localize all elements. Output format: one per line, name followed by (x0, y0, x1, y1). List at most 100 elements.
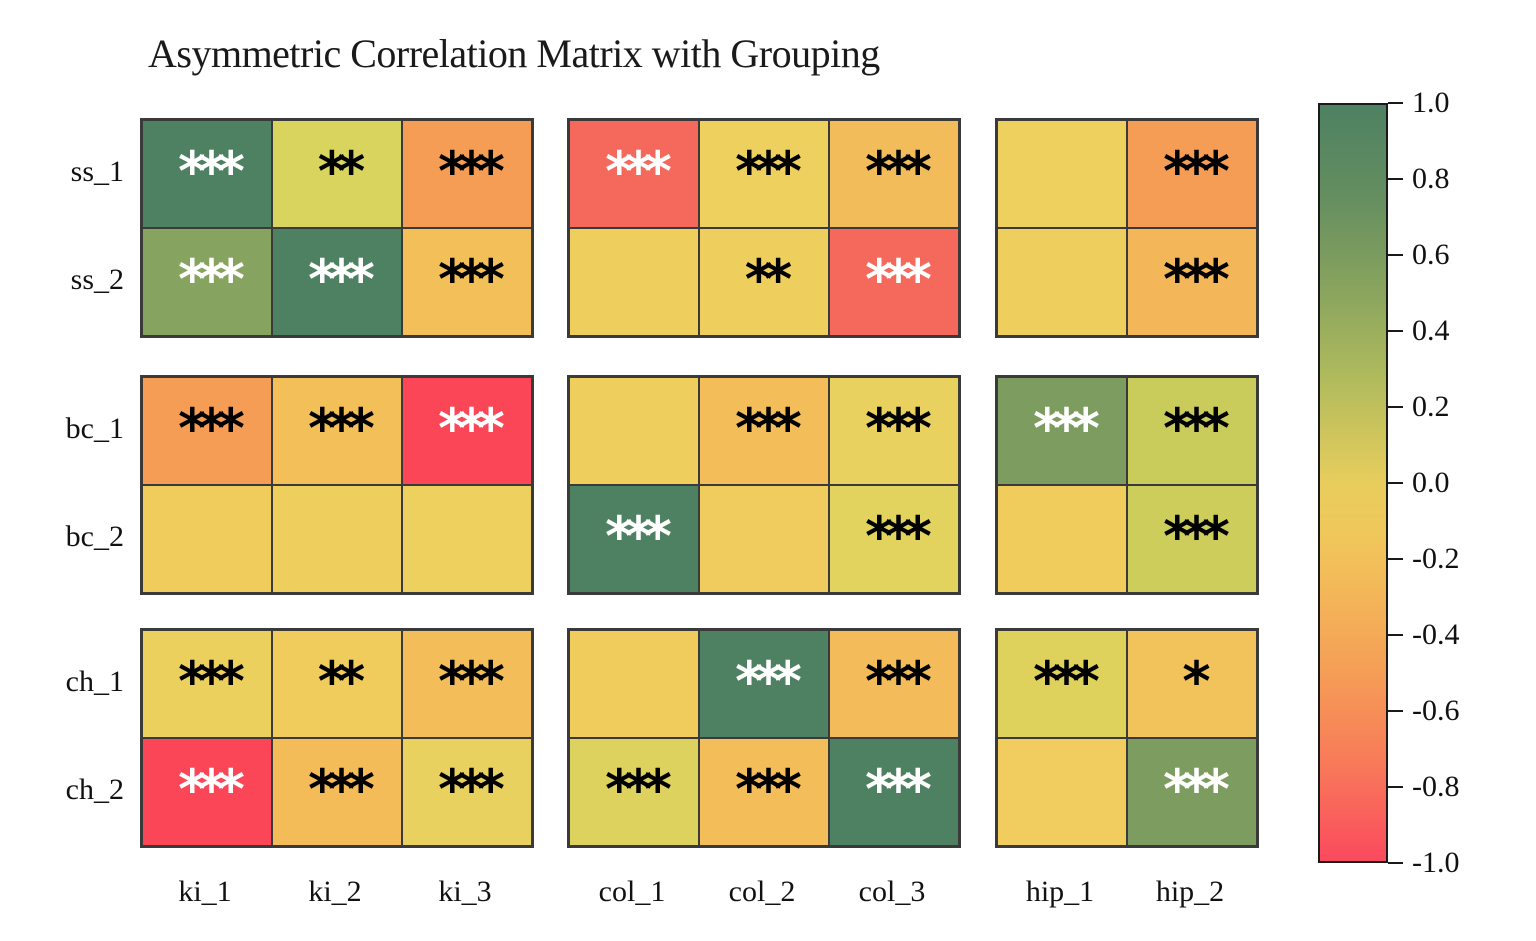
heatmap-cell-ss_1-col_3: *** (829, 120, 959, 228)
heatmap-cell-ch_1-col_1 (569, 630, 699, 738)
heatmap-cell-bc_1-ki_2: *** (272, 377, 402, 485)
heatmap-cell-ss_1-hip_2: *** (1127, 120, 1257, 228)
col-label-col_1: col_1 (598, 875, 666, 908)
significance-stars: *** (438, 140, 505, 203)
significance-stars: *** (735, 650, 802, 713)
heatmap-cell-ch_2-col_1: *** (569, 738, 699, 846)
heatmap-cell-bc_2-col_2 (699, 485, 829, 593)
significance-stars: *** (438, 397, 505, 460)
colorbar-tick-mark (1388, 558, 1403, 560)
heatmap-panel-ss-hip: *** *** (995, 118, 1259, 338)
heatmap-cell-ss_2-hip_1 (997, 228, 1127, 336)
heatmap-cell-bc_2-col_1: *** (569, 485, 699, 593)
significance-stars: *** (438, 758, 505, 821)
colorbar-tick-label: 0.2 (1412, 390, 1450, 423)
heatmap-cell-bc_2-hip_1 (997, 485, 1127, 593)
heatmap-panel-ss-ki: *** ** *** *** *** *** (140, 118, 534, 338)
colorbar-tick-mark (1388, 634, 1403, 636)
significance-stars: *** (438, 650, 505, 713)
heatmap-cell-ch_2-col_2: *** (699, 738, 829, 846)
colorbar-tick-label: -0.4 (1412, 618, 1460, 651)
heatmap-cell-bc_1-col_3: *** (829, 377, 959, 485)
row-label-bc_1: bc_1 (65, 412, 124, 445)
significance-stars: *** (438, 248, 505, 311)
colorbar-tick-label: -1.0 (1412, 846, 1460, 879)
row-label-ss_1: ss_1 (70, 155, 124, 188)
heatmap-cell-ch_2-ki_3: *** (402, 738, 532, 846)
heatmap-panel-bc-col: *** *** *** *** (567, 375, 961, 595)
heatmap-cell-ss_2-hip_2: *** (1127, 228, 1257, 336)
heatmap-panel-ch-col: *** *** *** *** *** (567, 628, 961, 848)
heatmap-panel-ss-col: *** *** *** ** *** (567, 118, 961, 338)
heatmap-cell-ch_2-col_3: *** (829, 738, 959, 846)
significance-stars: *** (1163, 397, 1230, 460)
significance-stars: *** (1163, 140, 1230, 203)
heatmap-cell-ss_2-col_2: ** (699, 228, 829, 336)
heatmap-cell-bc_2-hip_2: *** (1127, 485, 1257, 593)
significance-stars: *** (178, 248, 245, 311)
heatmap-cell-bc_2-ki_1 (142, 485, 272, 593)
colorbar-tick-mark (1388, 406, 1403, 408)
col-label-ki_2: ki_2 (308, 875, 362, 908)
heatmap-cell-ss_2-ki_3: *** (402, 228, 532, 336)
heatmap-cell-bc_1-col_2: *** (699, 377, 829, 485)
heatmap-cell-ch_1-ki_3: *** (402, 630, 532, 738)
colorbar-tick-mark (1388, 482, 1403, 484)
row-label-ch_1: ch_1 (65, 665, 124, 698)
chart-title: Asymmetric Correlation Matrix with Group… (148, 31, 880, 76)
significance-stars: *** (308, 248, 375, 311)
heatmap-cell-ch_2-ki_1: *** (142, 738, 272, 846)
significance-stars: *** (1163, 248, 1230, 311)
heatmap-panel-ch-ki: *** ** *** *** *** *** (140, 628, 534, 848)
significance-stars: *** (865, 248, 932, 311)
heatmap-cell-bc_2-ki_3 (402, 485, 532, 593)
significance-stars: *** (308, 758, 375, 821)
colorbar-tick-label: -0.2 (1412, 542, 1460, 575)
significance-stars: ** (317, 650, 366, 713)
colorbar-tick-mark (1388, 786, 1403, 788)
colorbar-tick-label: 0.0 (1412, 466, 1450, 499)
significance-stars: *** (605, 505, 672, 568)
significance-stars: *** (308, 397, 375, 460)
colorbar-tick-label: 1.0 (1412, 86, 1450, 119)
colorbar-tick-mark (1388, 710, 1403, 712)
heatmap-cell-ch_2-hip_1 (997, 738, 1127, 846)
col-label-ki_3: ki_3 (438, 875, 492, 908)
heatmap-cell-bc_2-col_3: *** (829, 485, 959, 593)
colorbar-tick-label: 0.4 (1412, 314, 1450, 347)
heatmap-cell-bc_1-ki_3: *** (402, 377, 532, 485)
significance-stars: *** (865, 140, 932, 203)
significance-stars: *** (178, 397, 245, 460)
row-label-ch_2: ch_2 (65, 773, 124, 806)
heatmap-cell-bc_2-ki_2 (272, 485, 402, 593)
heatmap-cell-bc_1-ki_1: *** (142, 377, 272, 485)
heatmap-cell-ss_1-ki_1: *** (142, 120, 272, 228)
significance-stars: *** (605, 140, 672, 203)
heatmap-panel-bc-hip: *** *** *** (995, 375, 1259, 595)
col-label-col_2: col_2 (728, 875, 796, 908)
colorbar-tick-label: 0.8 (1412, 162, 1450, 195)
colorbar-tick-label: -0.8 (1412, 770, 1460, 803)
col-label-ki_1: ki_1 (178, 875, 232, 908)
significance-stars: *** (1163, 758, 1230, 821)
heatmap-cell-ss_2-ki_2: *** (272, 228, 402, 336)
significance-stars: *** (178, 140, 245, 203)
col-label-hip_2: hip_2 (1155, 875, 1225, 908)
row-label-ss_2: ss_2 (70, 263, 124, 296)
heatmap-cell-ss_1-col_1: *** (569, 120, 699, 228)
significance-stars: *** (178, 758, 245, 821)
heatmap-cell-ss_2-col_1 (569, 228, 699, 336)
significance-stars: *** (865, 758, 932, 821)
colorbar-tick-mark (1388, 330, 1403, 332)
significance-stars: *** (735, 397, 802, 460)
heatmap-cell-ch_2-hip_2: *** (1127, 738, 1257, 846)
heatmap-cell-bc_1-col_1 (569, 377, 699, 485)
significance-stars: *** (865, 505, 932, 568)
colorbar-tick-mark (1388, 862, 1403, 864)
significance-stars: *** (1163, 505, 1230, 568)
significance-stars: *** (735, 140, 802, 203)
heatmap-cell-ss_2-ki_1: *** (142, 228, 272, 336)
heatmap-cell-ss_1-ki_3: *** (402, 120, 532, 228)
heatmap-cell-bc_1-hip_2: *** (1127, 377, 1257, 485)
